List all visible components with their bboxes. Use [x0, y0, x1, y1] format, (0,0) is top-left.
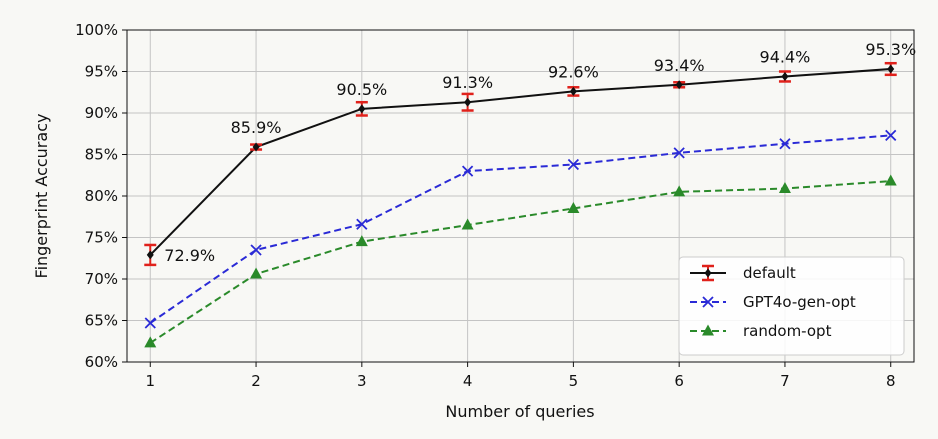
- data-point: [673, 147, 685, 159]
- legend-label: random-opt: [743, 322, 832, 340]
- x-tick-label: 3: [357, 372, 367, 390]
- data-point: [252, 142, 260, 152]
- legend-marker: [702, 324, 714, 336]
- data-point: [464, 97, 472, 107]
- y-tick-label: 75%: [85, 229, 118, 247]
- legend: default GPT4o-gen-opt random-opt: [678, 256, 905, 356]
- y-tick-label: 90%: [85, 104, 118, 122]
- data-label: 94.4%: [760, 47, 811, 66]
- data-label: 72.9%: [164, 246, 215, 265]
- x-tick-label: 8: [886, 372, 896, 390]
- data-point: [250, 244, 262, 256]
- data-label: 90.5%: [336, 80, 387, 99]
- legend-box: [678, 256, 905, 356]
- data-point: [250, 267, 263, 279]
- y-tick-label: 85%: [85, 146, 118, 164]
- y-tick-label: 65%: [85, 312, 118, 330]
- data-point: [781, 71, 789, 81]
- data-point: [778, 182, 791, 194]
- data-point: [461, 165, 474, 177]
- data-point: [355, 235, 368, 247]
- legend-item-random-opt: random-opt: [690, 322, 832, 340]
- legend-item-default: default: [690, 264, 796, 282]
- data-point: [358, 104, 366, 114]
- data-label: 95.3%: [865, 40, 916, 59]
- x-tick-label: 4: [463, 372, 473, 390]
- legend-label: GPT4o-gen-opt: [743, 293, 856, 311]
- data-point: [567, 201, 580, 213]
- x-tick-label: 5: [569, 372, 579, 390]
- data-point: [675, 80, 683, 90]
- data-label: 91.3%: [442, 73, 493, 92]
- data-point: [887, 64, 895, 74]
- data-labels: 72.9% 85.9% 90.5% 91.3% 92.6% 93.4% 94.4% 95.3%: [164, 40, 916, 265]
- data-label: 85.9%: [231, 118, 282, 137]
- legend-label: default: [743, 264, 796, 282]
- data-point: [146, 250, 154, 260]
- data-label: 92.6%: [548, 62, 599, 81]
- x-tick-label: 2: [251, 372, 261, 390]
- x-tick-label: 6: [674, 372, 684, 390]
- data-point: [356, 218, 368, 230]
- data-point: [567, 158, 580, 171]
- data-point: [569, 86, 577, 96]
- y-tick-label: 95%: [85, 63, 118, 81]
- series-gpt4o-gen-opt: [144, 129, 897, 329]
- data-point: [884, 174, 897, 186]
- y-tick-label: 70%: [85, 270, 118, 288]
- data-point: [885, 129, 897, 142]
- legend-item-gpt4o-gen-opt: GPT4o-gen-opt: [690, 293, 856, 311]
- x-tick-label: 7: [780, 372, 790, 390]
- data-point: [144, 336, 157, 348]
- data-point: [144, 317, 156, 329]
- x-tick-label: 1: [145, 372, 155, 390]
- series-line-random-opt: [149, 180, 891, 344]
- x-axis-title: Number of queries: [445, 402, 594, 421]
- series-layer: [144, 61, 897, 348]
- y-tick-label: 60%: [85, 353, 118, 371]
- series-default: [144, 61, 897, 267]
- series-line-gpt4o-gen-opt: [149, 134, 891, 324]
- y-tick-label: 80%: [85, 187, 118, 205]
- legend-marker: [704, 268, 712, 278]
- y-tick-label: 100%: [75, 21, 118, 39]
- data-point: [779, 138, 791, 150]
- series-line-default: [149, 68, 891, 256]
- data-point: [461, 218, 474, 230]
- legend-marker: [702, 296, 714, 308]
- axis-ticks: 60% 65% 70% 75% 80% 85% 90% 95% 100% 1 2 3 4 5 6 7 8: [75, 21, 895, 390]
- data-point: [673, 185, 686, 197]
- y-axis-title: Fingerprint Accuracy: [32, 114, 51, 279]
- series-random-opt: [144, 174, 897, 348]
- data-label: 93.4%: [654, 56, 705, 75]
